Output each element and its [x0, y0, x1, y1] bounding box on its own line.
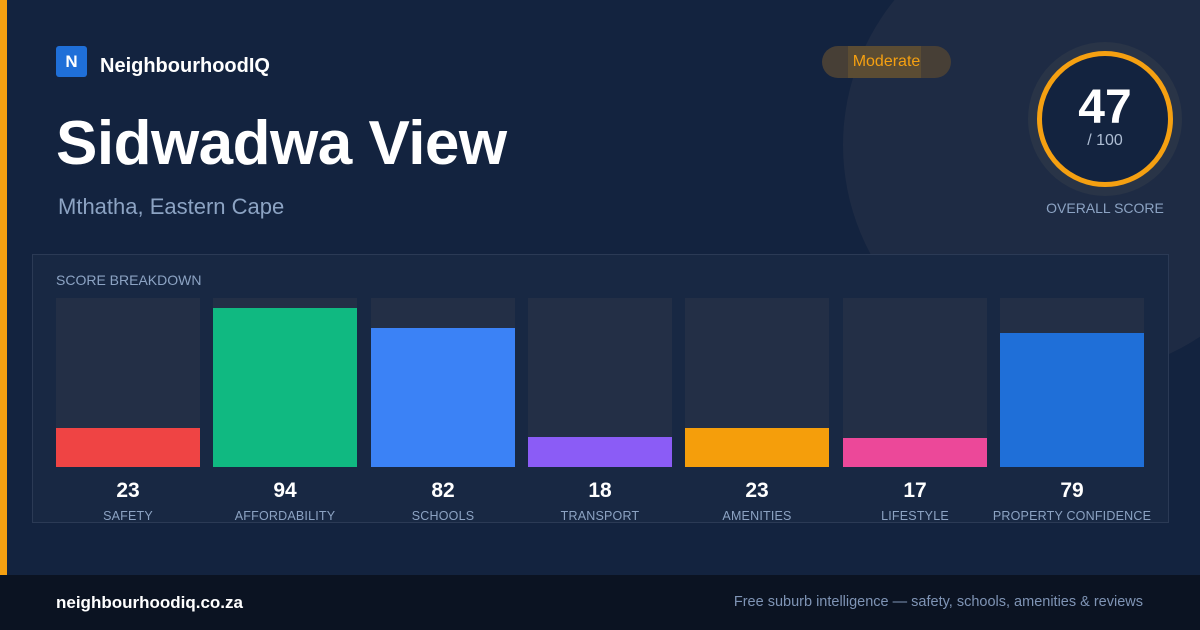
score-bar-label: LIFESTYLE	[881, 509, 949, 523]
score-bar-track	[213, 298, 357, 467]
score-bar-label: AFFORDABILITY	[234, 509, 336, 523]
score-breakdown-heading: SCORE BREAKDOWN	[56, 272, 202, 288]
score-bar-label: AMENITIES	[722, 509, 792, 523]
score-bar-fill	[371, 328, 515, 467]
score-bar-track	[843, 298, 987, 467]
score-bar-fill	[528, 437, 672, 467]
score-bar-value: 82	[431, 479, 455, 502]
brand-name: NeighbourhoodIQ	[100, 55, 270, 77]
score-bar-fill	[1000, 333, 1144, 467]
share-card: N NeighbourhoodIQ Moderate Sidwadwa View…	[0, 0, 1200, 575]
score-breakdown-panel: SCORE BREAKDOWN 23 SAFETY 94 AFFORDABILITY 8…	[32, 254, 1169, 523]
score-bar-fill	[56, 428, 200, 467]
score-bar-value: 23	[745, 479, 769, 502]
brand[interactable]: N NeighbourhoodIQ	[56, 46, 270, 77]
score-bar-value: 18	[588, 479, 612, 502]
location-subtitle: Mthatha, Eastern Cape	[58, 194, 285, 219]
score-bar-track	[528, 298, 672, 467]
score-bar-fill	[843, 438, 987, 467]
score-bar-label: TRANSPORT	[560, 509, 640, 523]
overall-score-out-of: / 100	[1087, 132, 1123, 149]
score-bar-value: 79	[1060, 479, 1084, 502]
score-bar-label: PROPERTY CONFIDENCE	[992, 509, 1152, 523]
score-bar-value: 23	[116, 479, 140, 502]
score-bar-track	[1000, 298, 1144, 467]
score-bar-track	[685, 298, 829, 467]
score-bar-track	[56, 298, 200, 467]
score-bar-fill	[685, 428, 829, 467]
score-bar-fill	[213, 308, 357, 467]
score-bar-value: 94	[273, 479, 297, 502]
overall-score-label: OVERALL SCORE	[1046, 200, 1164, 216]
score-bar-label: SCHOOLS	[411, 509, 475, 523]
overall-score-value: 47	[1078, 81, 1132, 134]
footer-tagline: Free suburb intelligence — safety, schoo…	[733, 594, 1143, 610]
rating-badge-highlight	[848, 46, 921, 78]
score-bar-value: 17	[903, 479, 927, 502]
score-bar-label: SAFETY	[103, 509, 153, 523]
brand-logo-icon: N	[56, 46, 87, 77]
score-ring	[1037, 51, 1173, 187]
footer: neighbourhoodiq.co.za Free suburb intell…	[0, 575, 1200, 630]
rating-badge: Moderate	[822, 46, 951, 78]
overall-score-gauge: 47 / 100	[1028, 42, 1182, 196]
page-title: Sidwadwa View	[56, 109, 507, 178]
accent-strip	[0, 0, 7, 575]
score-bar-track	[371, 298, 515, 467]
rating-badge-label: Moderate	[852, 53, 921, 70]
footer-url-link[interactable]: neighbourhoodiq.co.za	[56, 593, 243, 612]
